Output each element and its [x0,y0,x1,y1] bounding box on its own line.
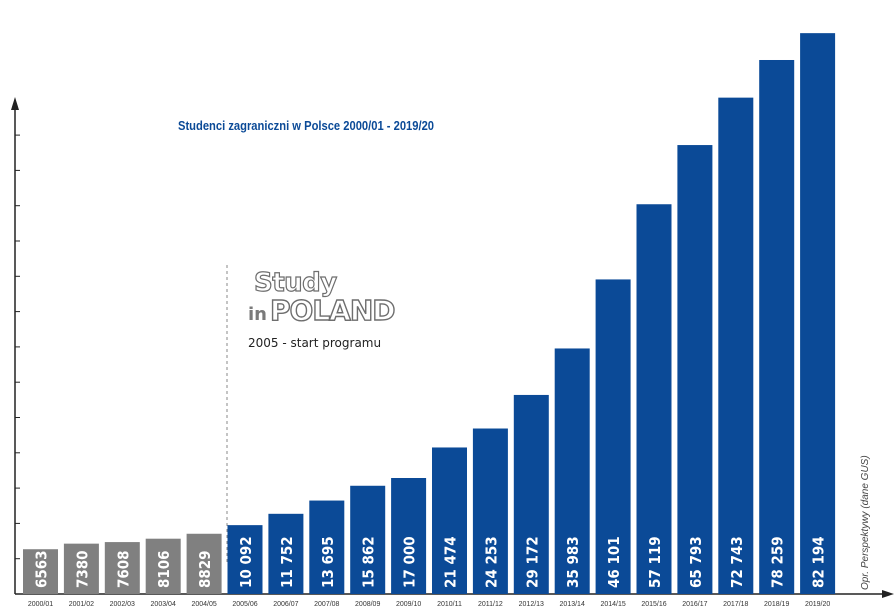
bar-value-label: 11 752 [278,536,296,588]
bar-value-label: 57 119 [646,536,664,588]
x-tick-label: 2014/15 [600,601,625,608]
bar [432,447,467,594]
y-axis-arrow [11,97,19,110]
bars-group [23,33,836,595]
x-tick-label: 2011/12 [478,601,503,608]
x-tick-label: 2003/04 [151,601,176,608]
x-tick-label: 2012/13 [519,601,544,608]
bar-value-label: 8829 [196,550,214,588]
logo-study-text: Study [253,267,337,298]
study-in-poland-logo: Study in POLAND 2005 - start programu [248,267,428,358]
bar [554,348,590,594]
bar [227,525,263,594]
bar-value-label: 35 983 [564,536,582,588]
bar [759,59,795,594]
bar [636,204,672,594]
bar-value-label: 24 253 [482,536,500,588]
bar [104,542,140,594]
bar [350,485,386,594]
bar-value-label: 21 474 [442,536,460,588]
x-tick-label: 2018/19 [764,601,789,608]
bar [800,33,836,594]
bar [63,543,99,594]
logo-poland-text: POLAND [269,293,396,327]
x-tick-label: 2001/02 [69,601,94,608]
bar-value-label: 10 092 [237,536,255,588]
bar-value-label: 7608 [114,550,132,588]
x-tick-label: 2008/09 [355,601,380,608]
bar-value-label: 17 000 [401,536,419,588]
x-tick-label: 2015/16 [641,601,666,608]
program-start-annotation: 2005 - start programu [248,336,382,350]
x-tick-label: 2006/07 [273,601,298,608]
x-axis-arrow [882,590,894,598]
x-tick-label: 2010/11 [437,601,462,608]
logo-in-text: in [248,304,267,325]
bar [513,394,549,594]
x-tick-label: 2009/10 [396,601,421,608]
bar-value-label: 72 743 [728,536,746,588]
x-tick-label: 2019/20 [805,601,830,608]
x-tick-label: 2004/05 [191,601,216,608]
bar-value-label: 7380 [73,550,91,588]
value-labels-group: 6563 7380 7608 8106 8829 10 092 11 752 13 695 15… [33,536,828,588]
bar-value-label: 29 172 [523,536,541,588]
bar [595,279,631,594]
x-tick-label: 2017/18 [723,601,748,608]
bar [472,428,508,594]
x-tick-label: 2005/06 [232,601,257,608]
x-tick-label: 2013/14 [560,601,585,608]
bar-value-label: 78 259 [769,536,787,588]
bar-value-label: 15 862 [360,536,378,588]
bar [268,513,304,594]
bar [309,500,345,594]
x-tick-label: 2016/17 [682,601,707,608]
bar [677,145,713,595]
category-labels-group: 2000/01 2001/02 2002/03 2003/04 2004/05 2005/… [28,601,831,608]
bar-value-label: 82 194 [810,536,828,588]
bar [145,538,181,594]
chart-title: Studenci zagraniczni w Polsce 2000/01 - … [178,118,435,133]
bar-value-label: 65 793 [687,536,705,588]
source-note: Opr. Perspektywy (dane GUS) [860,455,871,590]
x-tick-label: 2007/08 [314,601,339,608]
bar-value-label: 6563 [33,550,51,588]
bar [186,533,222,594]
bar [718,97,754,595]
bar-value-label: 13 695 [319,536,337,588]
bar [391,478,427,594]
bar-value-label: 46 101 [605,536,623,588]
x-tick-label: 2002/03 [110,601,135,608]
bar-value-label: 8106 [155,550,173,588]
x-tick-label: 2000/01 [28,601,53,608]
bar [23,549,58,594]
